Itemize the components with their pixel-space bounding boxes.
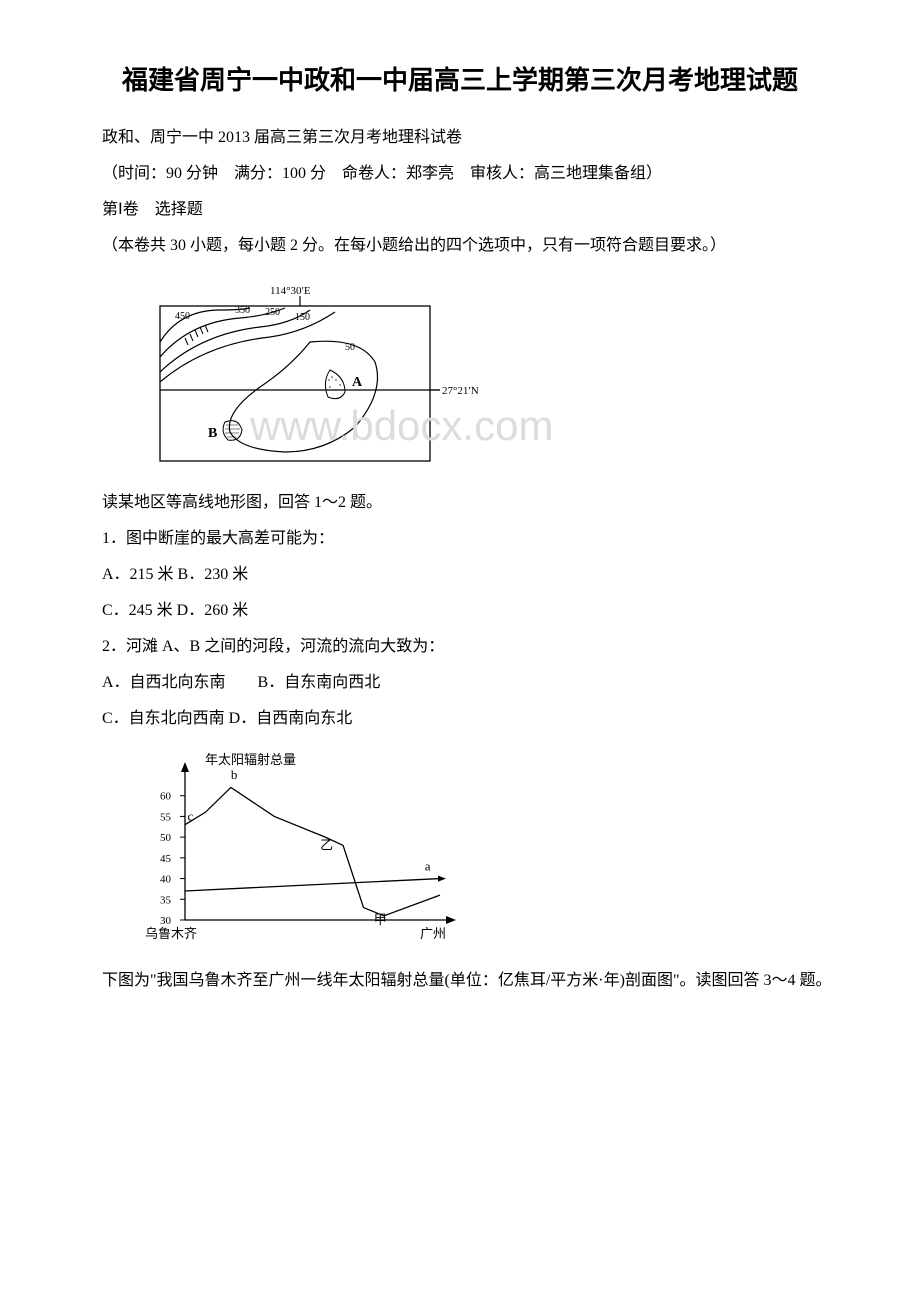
contour-150: 150 xyxy=(295,312,310,323)
point-a: A xyxy=(352,375,363,390)
y-ticks: 30354045505560 xyxy=(160,790,185,926)
q2-options-2: C．自东北向西南 D．自西南向东北 xyxy=(70,703,850,735)
svg-text:45: 45 xyxy=(160,852,172,864)
y-axis-title: 年太阳辐射总量 xyxy=(205,752,296,767)
svg-text:甲: 甲 xyxy=(374,912,387,927)
document-title: 福建省周宁一中政和一中届高三上学期第三次月考地理试题 xyxy=(70,60,850,102)
q3-intro: 下图为"我国乌鲁木齐至广州一线年太阳辐射总量(单位：亿焦耳/平方米·年)剖面图"… xyxy=(70,965,850,997)
svg-text:60: 60 xyxy=(160,790,172,802)
chart-annotations: 乙甲 b c a xyxy=(188,767,431,927)
solar-chart-svg: 年太阳辐射总量 30354045505560 乙甲bca 乌鲁木齐 广州 xyxy=(130,750,470,950)
svg-text:b: b xyxy=(231,767,238,782)
x-right-label: 广州 xyxy=(420,926,446,941)
contour-250: 250 xyxy=(265,307,280,318)
contour-map-svg: 114°30′E 450 350 250 150 50 A xyxy=(130,282,490,472)
x-left-label: 乌鲁木齐 xyxy=(145,926,197,941)
q2-options-1: A．自西北向东南 B．自东南向西北 xyxy=(70,667,850,699)
q2-text: 2．河滩 A、B 之间的河段，河流的流向大致为： xyxy=(70,631,850,663)
longitude-label: 114°30′E xyxy=(270,285,311,297)
q1-text: 1．图中断崖的最大高差可能为： xyxy=(70,523,850,555)
exam-info: （时间：90 分钟 满分：100 分 命卷人：郑李亮 审核人：高三地理集备组） xyxy=(70,158,850,190)
svg-text:40: 40 xyxy=(160,873,172,885)
svg-text:55: 55 xyxy=(160,811,172,823)
contour-map-chart: 114°30′E 450 350 250 150 50 A xyxy=(130,282,850,477)
q1-options-2: C．245 米 D．260 米 xyxy=(70,595,850,627)
contour-450: 450 xyxy=(175,311,190,322)
svg-text:乙: 乙 xyxy=(320,837,333,852)
document-subtitle: 政和、周宁一中 2013 届高三第三次月考地理科试卷 xyxy=(70,122,850,154)
svg-text:50: 50 xyxy=(160,832,172,844)
svg-text:35: 35 xyxy=(160,894,172,906)
solar-radiation-chart: 年太阳辐射总量 30354045505560 乙甲bca 乌鲁木齐 广州 xyxy=(130,750,850,955)
contour-350: 350 xyxy=(235,305,250,316)
svg-text:c: c xyxy=(188,808,194,823)
instruction-text: （本卷共 30 小题，每小题 2 分。在每小题给出的四个选项中，只有一项符合题目… xyxy=(70,230,850,262)
point-b: B xyxy=(208,426,217,441)
section-header: 第Ⅰ卷 选择题 xyxy=(70,194,850,226)
q1-intro: 读某地区等高线地形图，回答 1～2 题。 xyxy=(70,487,850,519)
latitude-label: 27°21′N xyxy=(442,385,479,397)
contour-50: 50 xyxy=(345,342,355,353)
chart-series xyxy=(185,787,446,915)
q1-options-1: A．215 米 B．230 米 xyxy=(70,559,850,591)
svg-text:a: a xyxy=(425,858,431,873)
